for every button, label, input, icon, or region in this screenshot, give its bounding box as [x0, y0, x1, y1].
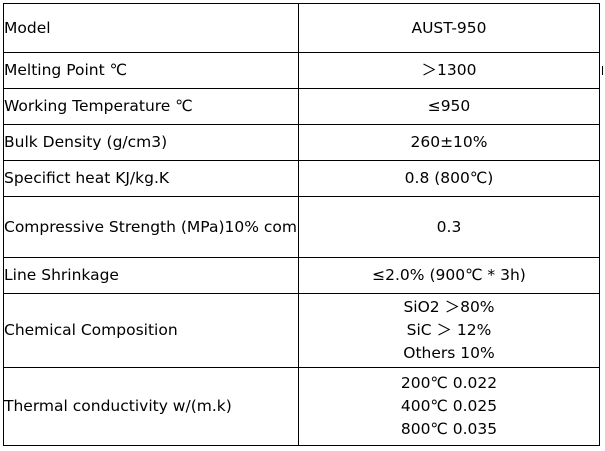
specification-table: Model AUST-950 Melting Point ℃ ＞1300 Wor…: [3, 3, 600, 446]
row-value: SiO2 ＞80% SiC ＞ 12% Others 10%: [298, 293, 600, 368]
value-line: ≤950: [427, 97, 471, 115]
row-label: Working Temperature ℃: [3, 88, 299, 125]
table-row: Bulk Density (g/cm3) 260±10%: [3, 124, 600, 161]
value-line: SiO2 ＞80%: [403, 298, 495, 316]
value-line: 800℃ 0.035: [400, 420, 498, 438]
table-row: Melting Point ℃ ＞1300: [3, 52, 600, 89]
edge-mark: [602, 66, 603, 75]
table-row: Thermal conductivity w/(m.k) 200℃ 0.022 …: [3, 367, 600, 446]
row-value: ≤2.0% (900℃ * 3h): [298, 257, 600, 294]
value-line: AUST-950: [411, 18, 487, 37]
row-label: Line Shrinkage: [3, 257, 299, 294]
table-row: Specifict heat KJ/kg.K 0.8 (800℃): [3, 160, 600, 197]
row-label: Compressive Strength (MPa)10% compressio…: [3, 196, 299, 258]
row-label: Specifict heat KJ/kg.K: [3, 160, 299, 197]
row-value: 260±10%: [298, 124, 600, 161]
table-row: Working Temperature ℃ ≤950: [3, 88, 600, 125]
value-line: 400℃ 0.025: [400, 397, 498, 415]
value-line: SiC ＞ 12%: [406, 321, 492, 339]
row-value: ≤950: [298, 88, 600, 125]
value-line: 0.8 (800℃): [404, 169, 494, 187]
value-line: 0.3: [436, 217, 462, 236]
row-label: Melting Point ℃: [3, 52, 299, 89]
row-label: Bulk Density (g/cm3): [3, 124, 299, 161]
row-value: ＞1300: [298, 52, 600, 89]
table-row: Chemical Composition SiO2 ＞80% SiC ＞ 12%…: [3, 293, 600, 368]
row-value: 200℃ 0.022 400℃ 0.025 800℃ 0.035: [298, 367, 600, 446]
row-value: 0.3: [298, 196, 600, 258]
row-label: Chemical Composition: [3, 293, 299, 368]
row-label: Model: [3, 3, 299, 53]
value-line: ≤2.0% (900℃ * 3h): [372, 266, 526, 284]
table-row: Compressive Strength (MPa)10% compressio…: [3, 196, 600, 258]
value-line: 200℃ 0.022: [400, 374, 498, 392]
value-line: 260±10%: [410, 133, 488, 151]
table-row: Model AUST-950: [3, 3, 600, 53]
value-line: Others 10%: [403, 344, 495, 362]
row-value: 0.8 (800℃): [298, 160, 600, 197]
value-line: ＞1300: [421, 61, 477, 79]
row-value: AUST-950: [298, 3, 600, 53]
row-label: Thermal conductivity w/(m.k): [3, 367, 299, 446]
table-row: Line Shrinkage ≤2.0% (900℃ * 3h): [3, 257, 600, 294]
